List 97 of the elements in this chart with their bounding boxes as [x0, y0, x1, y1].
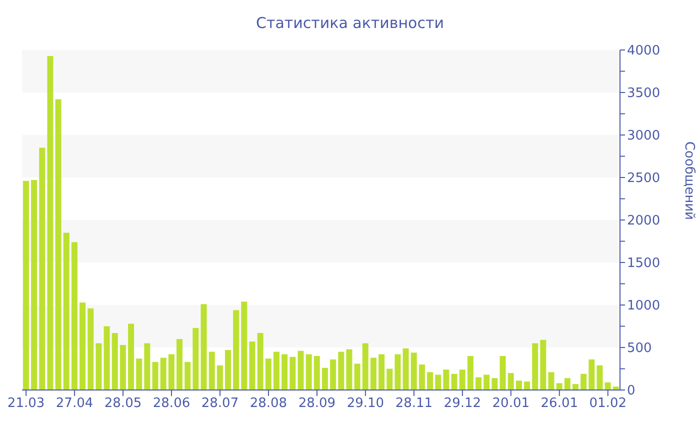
- bar: [500, 356, 506, 390]
- bar: [55, 99, 62, 390]
- bar: [322, 368, 328, 390]
- bar: [104, 326, 110, 390]
- bar: [39, 148, 46, 390]
- x-tick-label: 28.09: [298, 396, 336, 412]
- bar: [467, 356, 474, 390]
- bar: [427, 372, 434, 390]
- bar: [516, 380, 522, 390]
- x-tick-label: 21.03: [7, 396, 45, 412]
- y-tick-label: 0: [627, 384, 636, 399]
- bar: [362, 343, 368, 390]
- bar: [208, 352, 215, 390]
- x-tick-label: 27.04: [56, 396, 94, 412]
- bar: [160, 358, 166, 390]
- bar: [120, 344, 126, 390]
- y-tick-label: 2000: [627, 214, 660, 229]
- bar: [451, 374, 458, 390]
- bar: [192, 328, 199, 390]
- bar: [152, 362, 158, 390]
- bar: [176, 339, 183, 390]
- bar: [273, 352, 280, 390]
- y-axis-title: Сообщений: [681, 141, 696, 220]
- bar: [443, 370, 450, 390]
- bar: [71, 242, 78, 390]
- bar: [184, 362, 191, 390]
- bar: [144, 343, 150, 390]
- bar: [290, 356, 296, 390]
- bar: [564, 378, 570, 390]
- bar: [168, 354, 174, 390]
- bar: [588, 359, 595, 390]
- bar: [402, 348, 409, 390]
- bar: [216, 365, 223, 390]
- bar: [370, 358, 376, 390]
- x-tick-label: 29.10: [346, 396, 384, 412]
- bar: [410, 352, 417, 390]
- bar: [386, 368, 393, 390]
- y-tick-label: 3500: [627, 86, 660, 102]
- bar: [418, 364, 425, 390]
- bar: [282, 354, 288, 390]
- bar: [80, 302, 86, 390]
- x-tick-label: 28.07: [201, 396, 239, 412]
- bar: [556, 383, 562, 390]
- y-tick-label: 4000: [627, 44, 660, 59]
- bar: [540, 340, 546, 390]
- x-tick-label: 20.01: [492, 396, 530, 412]
- bar: [524, 382, 530, 390]
- chart-title: Статистика активности: [255, 14, 445, 32]
- y-tick-label: 1500: [627, 256, 660, 272]
- bar: [572, 384, 578, 390]
- bar: [476, 377, 482, 390]
- bar: [47, 56, 54, 390]
- bar: [532, 343, 538, 390]
- bar: [330, 359, 336, 390]
- bar: [580, 374, 587, 390]
- bar: [298, 350, 304, 390]
- x-tick-label: 29.12: [444, 396, 482, 412]
- bar: [96, 343, 102, 390]
- bar: [548, 372, 554, 390]
- y-tick-label: 1000: [627, 298, 660, 314]
- bar: [200, 304, 207, 390]
- bar: [31, 180, 38, 390]
- bar: [508, 373, 514, 390]
- bar: [249, 342, 256, 390]
- bar: [314, 356, 320, 390]
- bar: [112, 333, 118, 390]
- bar: [492, 378, 498, 390]
- bar: [354, 364, 360, 390]
- bar: [435, 374, 442, 390]
- y-tick-label: 2500: [627, 171, 660, 186]
- bar: [346, 349, 352, 390]
- x-tick-label: 26.01: [540, 396, 578, 412]
- y-tick-label: 500: [627, 341, 652, 356]
- bar: [136, 358, 142, 390]
- x-tick-label: 28.11: [395, 396, 433, 412]
- bar: [459, 370, 466, 390]
- y-tick-label: 3000: [627, 128, 660, 144]
- x-tick-label: 28.06: [152, 396, 190, 412]
- bar: [63, 232, 70, 390]
- x-tick-label: 28.08: [250, 396, 288, 412]
- bar: [224, 350, 231, 390]
- bar: [128, 324, 134, 390]
- bar: [596, 365, 603, 390]
- bar: [484, 374, 490, 390]
- bar: [22, 180, 29, 390]
- bar: [88, 308, 94, 390]
- bar: [306, 354, 312, 390]
- bar: [338, 352, 344, 390]
- x-tick-label: 28.05: [104, 396, 142, 412]
- bar: [394, 354, 401, 390]
- bar: [241, 302, 248, 390]
- bar: [265, 358, 272, 390]
- bar: [604, 382, 611, 390]
- bar: [233, 310, 240, 390]
- bar: [378, 354, 385, 390]
- x-tick-label: 01.02: [589, 396, 626, 412]
- bar: [257, 333, 264, 390]
